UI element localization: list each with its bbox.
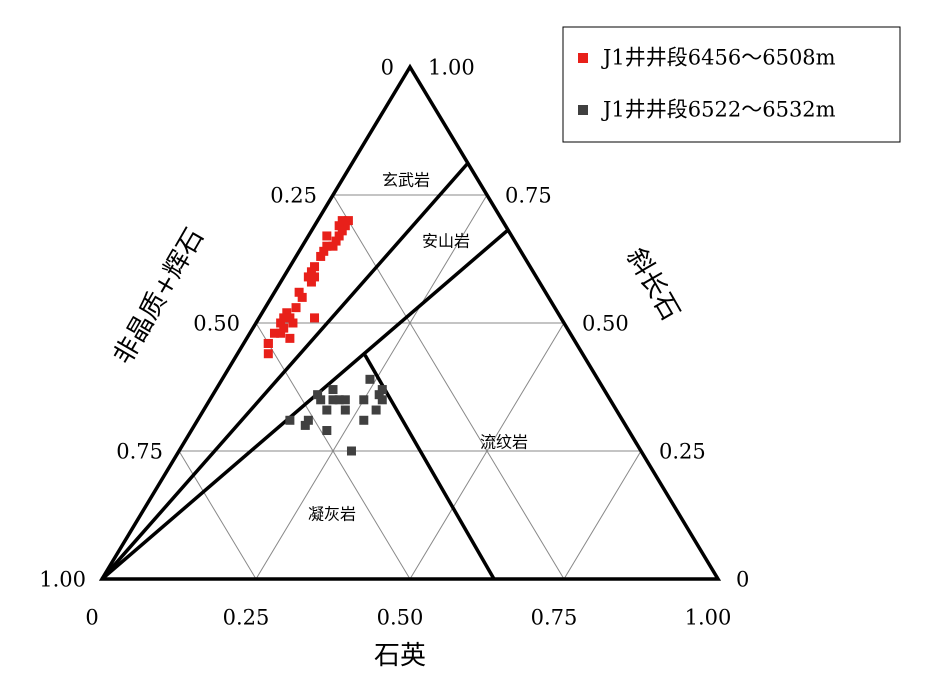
data-point [337, 226, 347, 236]
data-point [331, 236, 341, 246]
left-tick-label: 1.00 [39, 568, 86, 592]
data-point [334, 231, 344, 241]
data-point [269, 328, 279, 338]
data-point [310, 313, 320, 323]
bottom-tick-label: 0.75 [531, 606, 578, 630]
left-tick-label: 0 [381, 56, 394, 80]
data-point [313, 390, 323, 400]
data-point [282, 308, 292, 318]
data-point [377, 395, 387, 405]
legend-swatch [578, 53, 588, 63]
data-point [322, 241, 332, 251]
data-point [316, 395, 326, 405]
data-point [285, 333, 295, 343]
data-point [297, 292, 307, 302]
data-point [371, 405, 381, 415]
field-boundaries [98, 63, 722, 581]
data-point [263, 349, 273, 359]
data-point [328, 241, 338, 251]
labels: 0 0.25 0.50 0.75 1.0000.250.500.751.001.000.… [39, 56, 749, 630]
data-point [334, 221, 344, 231]
data-point [322, 426, 332, 436]
data-point [303, 415, 313, 425]
data-point [359, 395, 369, 405]
points [263, 216, 387, 456]
data-point [340, 395, 350, 405]
right-tick-label: 0.50 [582, 312, 629, 336]
bottom-tick-label: 0 [85, 606, 98, 630]
data-point [343, 216, 353, 226]
data-point [322, 405, 332, 415]
data-point [377, 385, 387, 395]
data-point [365, 374, 375, 384]
bottom-axis-title: 石英 [374, 641, 426, 671]
left-axis-title: 非晶质+辉石 [108, 223, 210, 369]
data-point [263, 338, 273, 348]
data-point [285, 415, 295, 425]
right-tick-label: 0 [736, 568, 749, 592]
data-point [303, 272, 313, 282]
data-point [306, 267, 316, 277]
legend-box [562, 26, 901, 143]
right-axis-title: 斜长石 [620, 243, 685, 326]
field-label: 流纹岩 [480, 433, 528, 452]
left-tick-label: 0.50 [193, 312, 240, 336]
field-label: 凝灰岩 [308, 505, 356, 524]
grid-line [563, 450, 642, 580]
data-point [300, 420, 310, 430]
boundary-line [100, 228, 510, 581]
data-point [279, 313, 289, 323]
data-point [328, 395, 338, 405]
bottom-tick-label: 1.00 [685, 606, 732, 630]
grid [178, 194, 642, 580]
data-point [340, 221, 350, 231]
legend-swatch [578, 105, 588, 115]
data-point [279, 323, 289, 333]
left-tick-label: 0.25 [270, 184, 317, 208]
legend: J1井井段6456～6508m J1井井段6522～6532m [562, 26, 901, 143]
right-tick-label: 0.75 [505, 184, 552, 208]
left-tick-label: 0.75 [116, 440, 163, 464]
triangle-frame [98, 63, 722, 581]
data-point [359, 415, 369, 425]
data-point [337, 216, 347, 226]
data-point [276, 318, 286, 328]
grid-line [332, 194, 565, 580]
legend-label: J1井井段6522～6532m [601, 98, 836, 122]
data-point [291, 303, 301, 313]
data-point [340, 405, 350, 415]
data-point [288, 318, 298, 328]
data-point [316, 251, 326, 261]
data-point [346, 446, 356, 456]
bottom-tick-label: 0.50 [377, 606, 424, 630]
data-point [306, 277, 316, 287]
bottom-tick-label: 0.25 [223, 606, 270, 630]
right-tick-label: 1.00 [428, 56, 475, 80]
field-label: 安山岩 [422, 232, 470, 251]
data-point [285, 313, 295, 323]
right-tick-label: 0.25 [659, 440, 706, 464]
grid-line [255, 194, 488, 580]
legend-label: J1井井段6456～6508m [601, 46, 836, 70]
data-point [322, 231, 332, 241]
data-point [319, 246, 329, 256]
data-point [310, 272, 320, 282]
grid-line [178, 450, 257, 580]
data-point [310, 262, 320, 272]
field-label: 玄武岩 [382, 171, 430, 190]
data-point [328, 385, 338, 395]
boundary-line [100, 161, 470, 581]
data-point [276, 328, 286, 338]
data-point [294, 287, 304, 297]
data-point [334, 395, 344, 405]
data-point [374, 390, 384, 400]
